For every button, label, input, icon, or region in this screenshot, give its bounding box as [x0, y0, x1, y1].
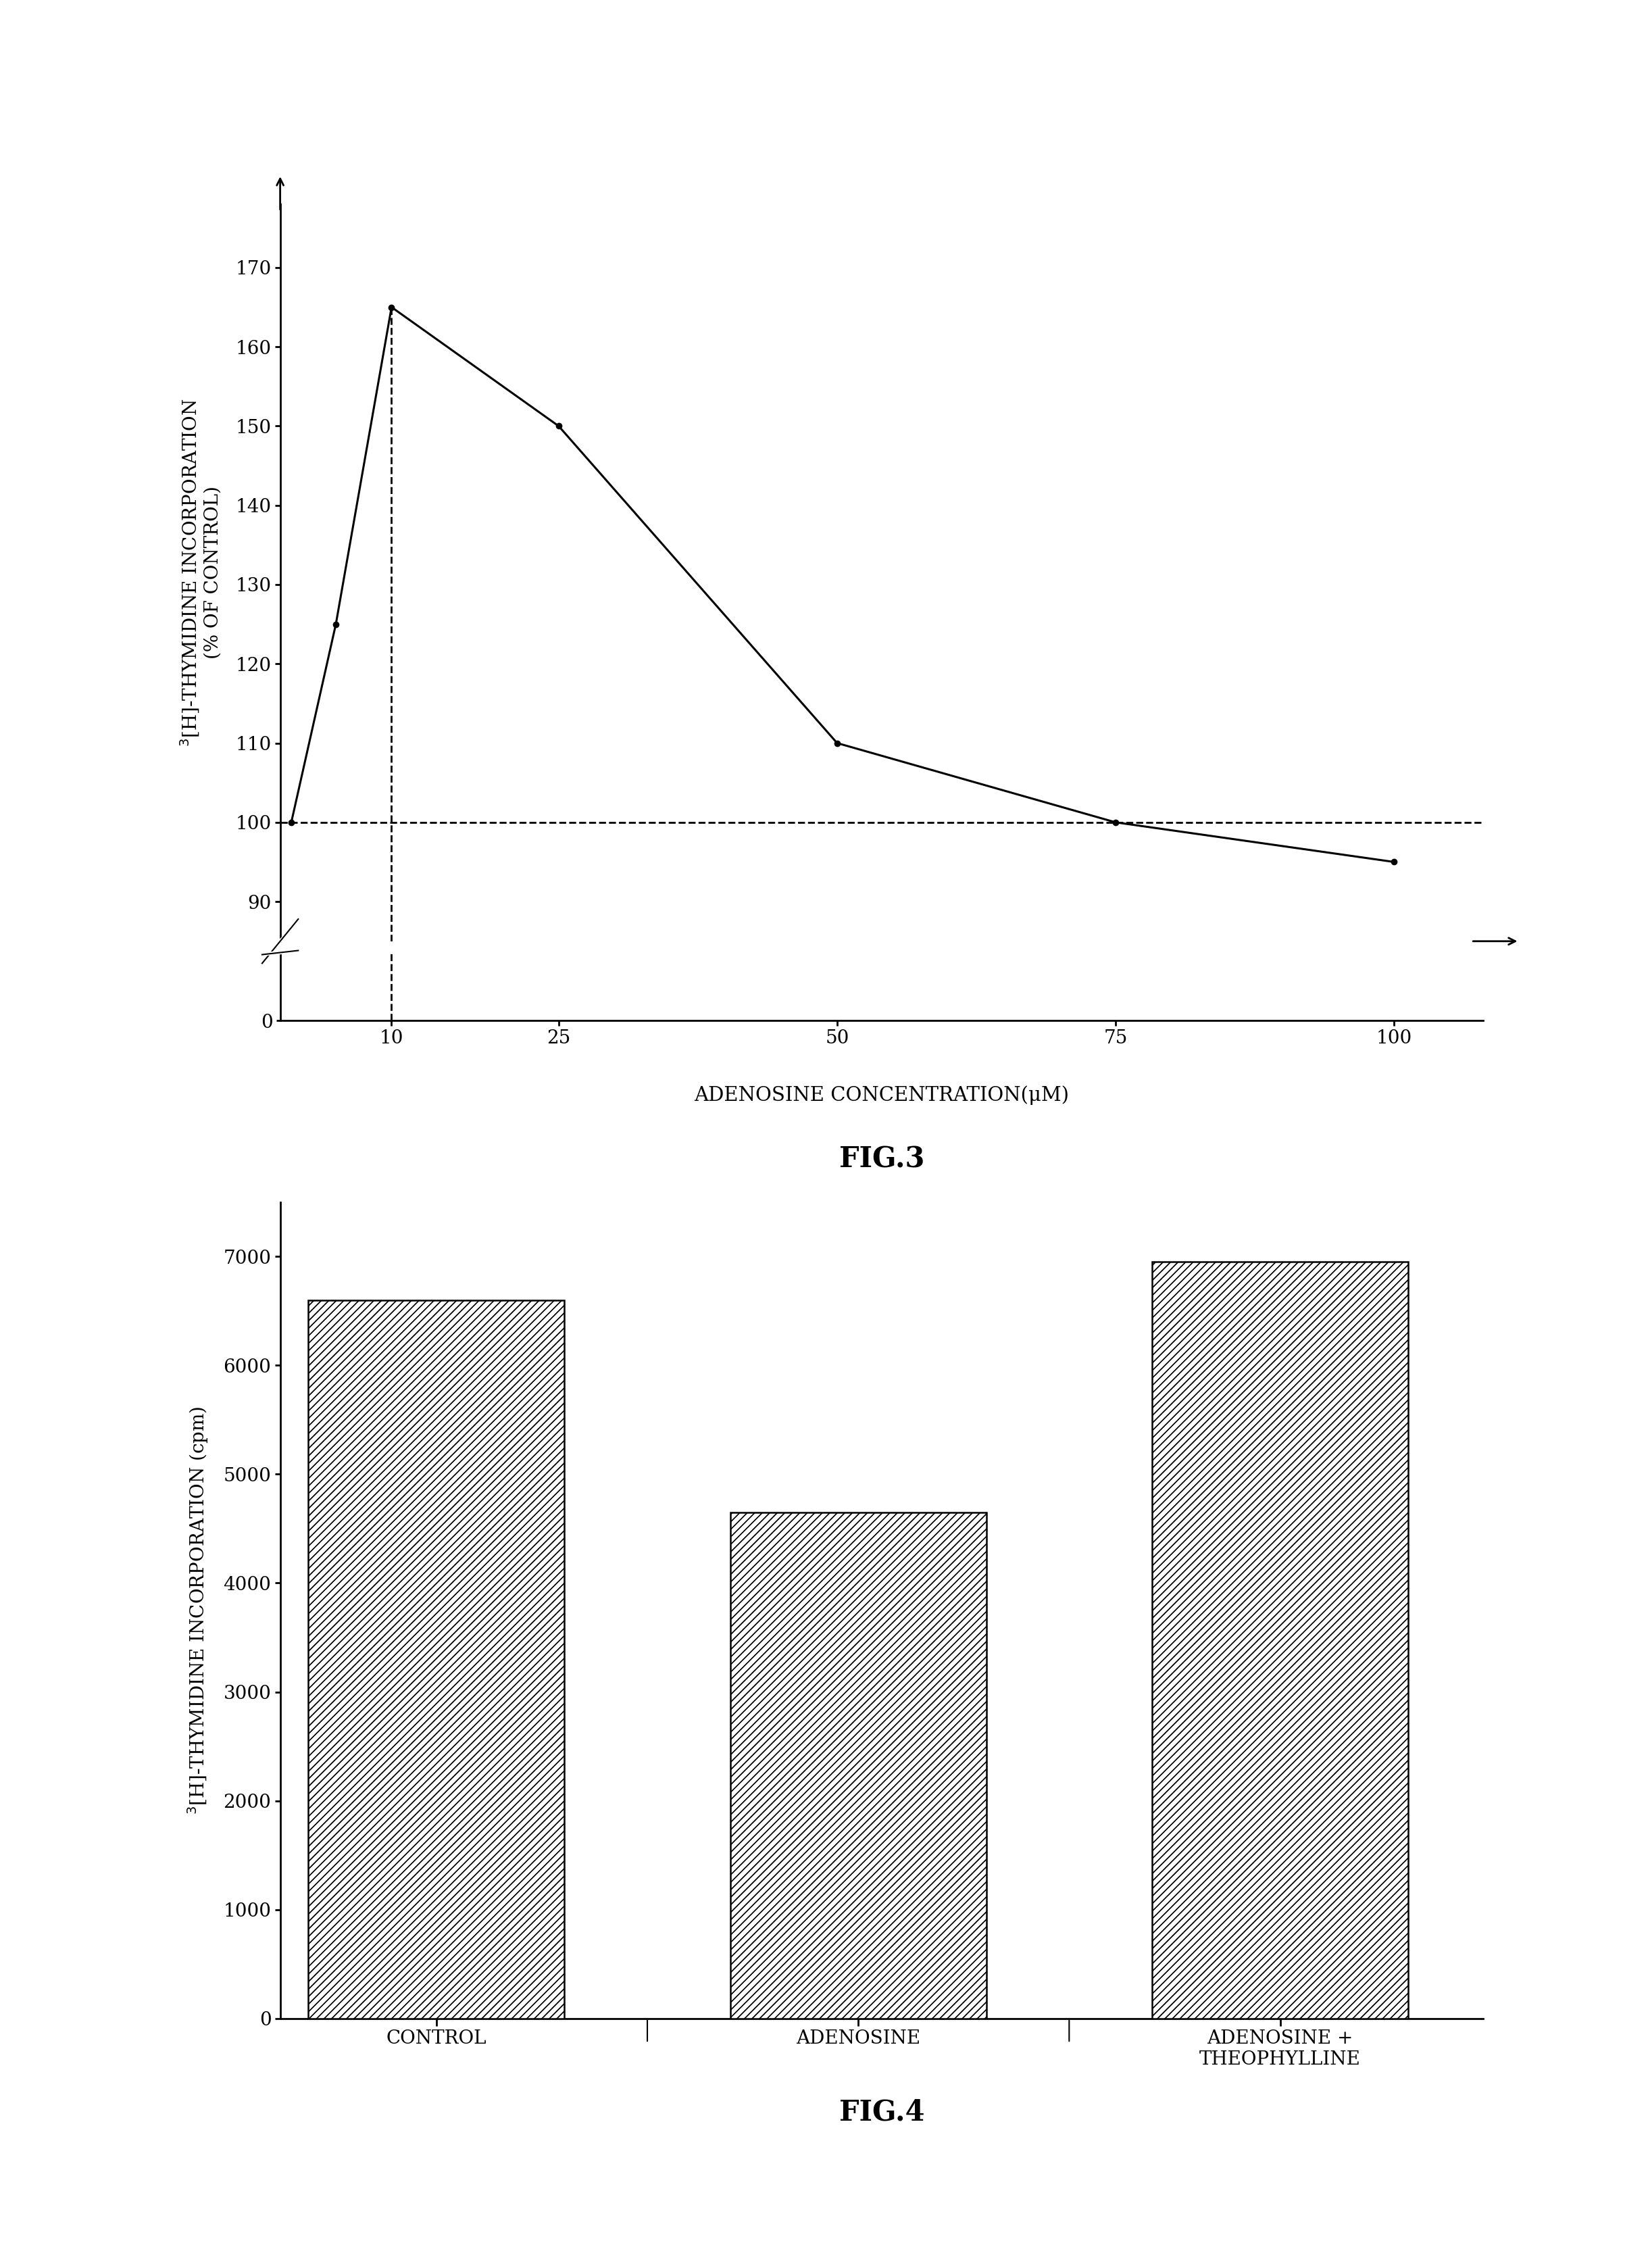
Y-axis label: $^{3}$[H]-THYMIDINE INCORPORATION (cpm): $^{3}$[H]-THYMIDINE INCORPORATION (cpm): [186, 1406, 211, 1814]
Bar: [730, 1513, 987, 2019]
Text: FIG.3: FIG.3: [839, 1145, 925, 1175]
Y-axis label: $^{3}$[H]-THYMIDINE INCORPORATION
(% OF CONTROL): $^{3}$[H]-THYMIDINE INCORPORATION (% OF …: [178, 399, 222, 746]
Text: ADENOSINE CONCENTRATION(μM): ADENOSINE CONCENTRATION(μM): [694, 1084, 1070, 1105]
Bar: [1152, 1261, 1407, 2019]
Bar: [308, 1300, 565, 2019]
Bar: [1152, 1261, 1407, 2019]
Text: FIG.4: FIG.4: [839, 2098, 925, 2127]
Bar: [730, 1513, 987, 2019]
Bar: [308, 1300, 565, 2019]
